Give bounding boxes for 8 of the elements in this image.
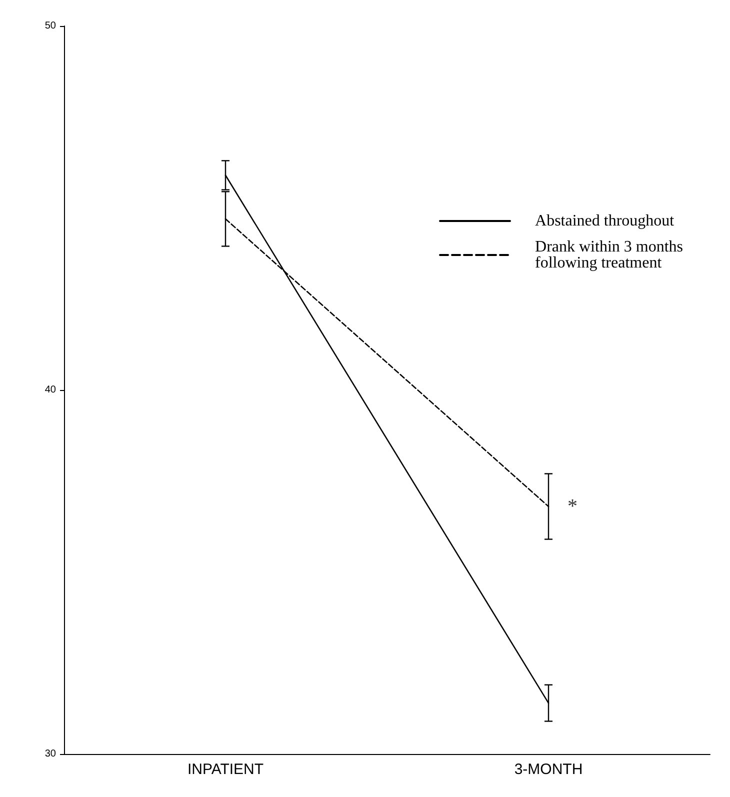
x-tick-label: INPATIENT bbox=[187, 761, 264, 778]
legend-label: Drank within 3 months following treatment bbox=[535, 238, 688, 272]
legend-label: Abstained throughout bbox=[535, 212, 675, 230]
y-tick-label: 30 bbox=[44, 748, 56, 760]
y-tick-label: 50 bbox=[44, 20, 56, 32]
x-tick-label: 3-MONTH bbox=[514, 761, 583, 778]
y-tick-label: 40 bbox=[44, 384, 56, 396]
annotation: * bbox=[568, 495, 578, 518]
